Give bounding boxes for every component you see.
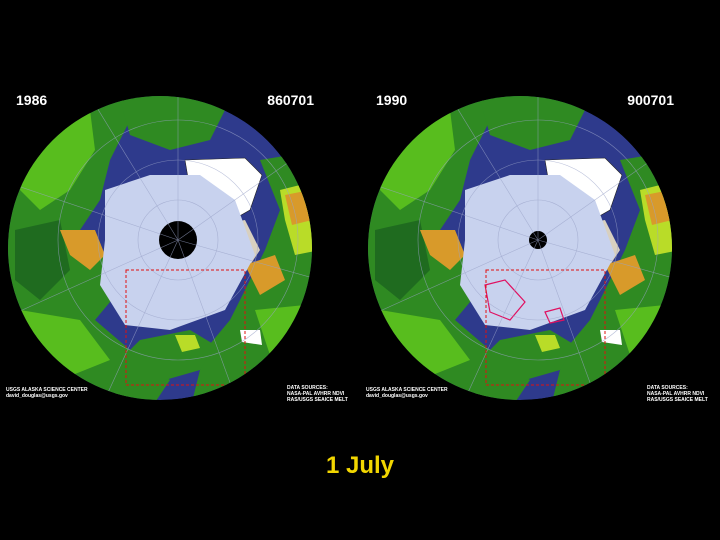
- credit-text: USGS ALASKA SCIENCE CENTER david_douglas…: [366, 387, 448, 399]
- map-panel-1986: 1986 860701 USGS ALASKA SCIENCE CENTER d…: [0, 80, 348, 408]
- tundra-region: [60, 230, 105, 270]
- year-label: 1986: [16, 92, 48, 108]
- polar-map-1986: [8, 96, 312, 400]
- credit-text: USGS ALASKA SCIENCE CENTER david_douglas…: [6, 387, 88, 399]
- date-code-label: 900701: [627, 92, 674, 108]
- year-label: 1990: [376, 92, 408, 108]
- tundra-region: [420, 230, 465, 270]
- date-code-label: 860701: [267, 92, 314, 108]
- date-caption: 1 July: [325, 452, 395, 479]
- polar-map-1990: [368, 96, 672, 400]
- data-sources-text: DATA SOURCES: NASA-PAL AVHRR NDVI RAS/US…: [647, 385, 708, 403]
- map-panel-1990: 1990 900701 USGS ALASKA SCIENCE CENTER d…: [360, 80, 708, 408]
- study-area-box: [125, 269, 246, 386]
- data-sources-text: DATA SOURCES: NASA-PAL AVHRR NDVI RAS/US…: [287, 385, 348, 403]
- melt-outline: [484, 279, 526, 321]
- graticule: [368, 96, 672, 400]
- study-area-box: [485, 269, 606, 386]
